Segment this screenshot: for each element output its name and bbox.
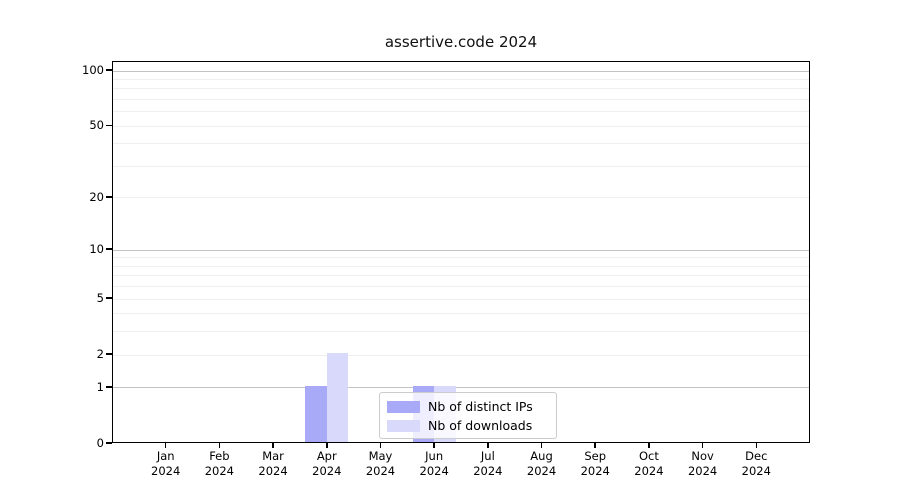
legend: Nb of distinct IPs Nb of downloads <box>379 392 557 439</box>
major-gridline <box>113 70 809 72</box>
minor-gridline <box>113 286 809 288</box>
minor-gridline <box>113 99 809 101</box>
x-tick-label: Jan 2024 <box>151 449 181 478</box>
legend-swatch-distinct-ips <box>387 400 420 413</box>
x-tick-mark <box>594 443 596 448</box>
y-tick-mark <box>106 124 112 127</box>
y-tick-mark <box>106 297 112 299</box>
y-tick-label: 2 <box>96 347 104 362</box>
y-tick-mark <box>106 386 112 388</box>
x-tick-label: Dec 2024 <box>741 449 771 478</box>
y-tick-mark <box>106 69 112 71</box>
x-tick-label: Nov 2024 <box>687 449 718 478</box>
x-tick-mark <box>272 443 274 448</box>
x-tick-label: Mar 2024 <box>258 449 288 478</box>
legend-swatch-downloads <box>387 419 420 432</box>
y-tick-label: 50 <box>89 118 104 133</box>
x-tick-mark <box>755 443 758 448</box>
x-tick-mark <box>433 443 435 448</box>
major-gridline <box>113 249 809 251</box>
y-tick-mark <box>106 196 112 198</box>
legend-label-distinct-ips: Nb of distinct IPs <box>428 399 533 414</box>
x-tick-label: Jul 2024 <box>473 449 503 478</box>
x-tick-label: Apr 2024 <box>312 449 342 478</box>
y-tick-label: 20 <box>89 189 104 204</box>
x-tick-label: Sep 2024 <box>580 449 610 478</box>
x-tick-mark <box>326 443 328 448</box>
x-tick-label: Oct 2024 <box>634 449 664 478</box>
x-tick-label: Feb 2024 <box>204 449 235 478</box>
legend-item-downloads: Nb of downloads <box>387 418 547 433</box>
x-tick-mark <box>164 443 167 448</box>
minor-gridline <box>113 78 809 80</box>
minor-gridline <box>113 143 809 145</box>
y-tick-mark <box>106 353 112 355</box>
y-tick-mark <box>106 248 112 250</box>
y-tick-label: 10 <box>89 242 104 257</box>
minor-gridline <box>113 354 809 356</box>
legend-item-distinct-ips: Nb of distinct IPs <box>387 399 547 414</box>
minor-gridline <box>113 257 809 259</box>
minor-gridline <box>113 298 809 300</box>
x-tick-label: Aug 2024 <box>526 449 557 478</box>
y-tick-label: 5 <box>96 291 104 306</box>
legend-label-downloads: Nb of downloads <box>428 418 533 433</box>
x-tick-mark <box>379 443 382 448</box>
x-tick-label: May 2024 <box>365 449 396 478</box>
minor-gridline <box>113 275 809 277</box>
y-tick-label: 100 <box>82 63 104 78</box>
y-tick-label: 1 <box>96 379 104 394</box>
bar-downloads-apr <box>326 353 349 442</box>
x-tick-mark <box>540 443 543 448</box>
x-tick-mark <box>648 443 650 448</box>
bar-distinct-ips-apr <box>305 386 327 442</box>
minor-gridline <box>113 88 809 90</box>
x-tick-mark <box>487 443 489 448</box>
y-tick-label: 0 <box>96 436 104 450</box>
minor-gridline <box>113 313 809 315</box>
x-tick-mark <box>218 443 221 448</box>
x-tick-label: Jun 2024 <box>419 449 449 478</box>
chart-title: assertive.code 2024 <box>384 33 538 51</box>
y-tick-mark <box>106 442 112 444</box>
minor-gridline <box>113 265 809 267</box>
minor-gridline <box>113 197 809 199</box>
major-gridline <box>113 387 809 389</box>
minor-gridline <box>113 331 809 333</box>
plot-area: Nb of distinct IPs Nb of downloads <box>112 61 810 443</box>
x-tick-mark <box>701 443 704 448</box>
minor-gridline <box>113 111 809 113</box>
minor-gridline <box>113 125 809 127</box>
minor-gridline <box>113 166 809 167</box>
